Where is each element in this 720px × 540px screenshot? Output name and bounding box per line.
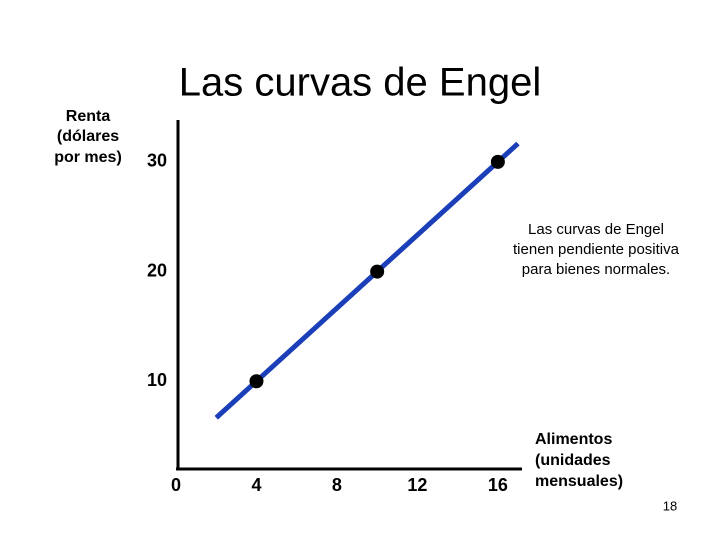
- data-point: [370, 264, 385, 279]
- x-label: mensuales): [535, 473, 623, 490]
- engel-line: [214, 141, 520, 420]
- x-tick-label: 4: [251, 475, 261, 495]
- x-tick-label: 16: [488, 475, 508, 495]
- page-number: 18: [663, 498, 677, 513]
- y-label: por mes): [54, 149, 122, 166]
- annotation: para bienes normales.: [522, 261, 670, 278]
- y-label: Renta: [66, 108, 111, 125]
- x-tick-label: 12: [407, 475, 427, 495]
- y-tick-label: 10: [147, 370, 167, 390]
- x-tick-label: 8: [332, 475, 342, 495]
- data-point: [490, 154, 505, 169]
- y-tick-label: 30: [147, 151, 167, 171]
- x-tick-label: 0: [171, 475, 181, 495]
- y-tick-label: 20: [147, 260, 167, 280]
- x-label: Alimentos: [535, 431, 612, 448]
- y-label: (dólares: [57, 128, 119, 145]
- annotation: tienen pendiente positiva: [513, 241, 680, 258]
- x-label: (unidades: [535, 452, 611, 469]
- annotation: Las curvas de Engel: [528, 221, 664, 238]
- data-point: [249, 374, 264, 389]
- chart-title: Las curvas de Engel: [179, 61, 541, 105]
